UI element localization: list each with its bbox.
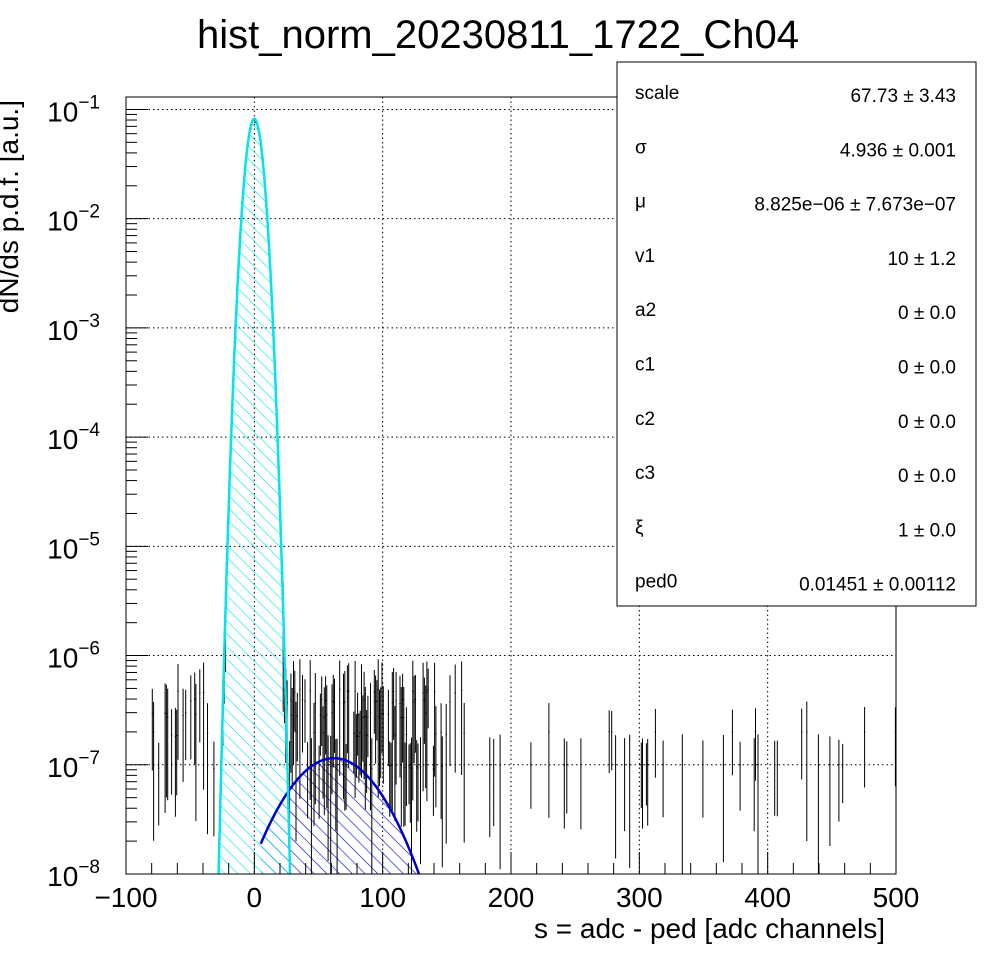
x-tick-label-0: −100	[94, 882, 157, 913]
pedestal-fit-fill	[215, 118, 293, 874]
y-tick-label-1: 10−7	[47, 748, 100, 783]
stats-param-name-1: σ	[635, 137, 647, 158]
stats-param-name-7: c3	[635, 463, 655, 484]
stats-param-name-6: c2	[635, 409, 655, 430]
stats-param-value-4: 0 ± 0.0	[898, 303, 956, 324]
fit-curves	[217, 117, 421, 874]
stats-param-name-2: μ	[635, 192, 646, 213]
signal-fit-curve	[259, 756, 421, 874]
stats-box-frame	[616, 61, 977, 607]
stats-param-name-4: a2	[635, 300, 656, 321]
stats-param-value-2: 8.825e−06 ± 7.673e−07	[754, 195, 956, 216]
x-tick-label-4: 300	[616, 882, 663, 913]
stats-rows: scale 67.73 ± 3.43 σ 4.936 ± 0.001 μ 8.825e−0…	[635, 83, 956, 596]
y-tick-label-4: 10−4	[47, 420, 100, 455]
x-axis-ticks: −100 0 100 200 300 400 500	[94, 852, 919, 913]
stats-param-value-9: 0.01451 ± 0.00112	[799, 575, 956, 596]
fit-fills	[215, 118, 434, 874]
y-tick-label-3: 10−5	[47, 529, 100, 564]
stats-box: scale 67.73 ± 3.43 σ 4.936 ± 0.001 μ 8.825e−0…	[616, 61, 977, 607]
stats-param-value-3: 10 ± 1.2	[887, 249, 956, 270]
stats-param-value-0: 67.73 ± 3.43	[850, 86, 956, 107]
stats-param-name-9: ped0	[635, 572, 677, 593]
x-axis-label: s = adc - ped [adc channels]	[534, 913, 885, 944]
signal-fit-fill	[260, 758, 434, 874]
stats-param-name-0: scale	[635, 83, 679, 104]
stats-param-value-1: 4.936 ± 0.001	[840, 140, 956, 161]
y-axis-label: dN/ds p.d.f. [a.u.]	[0, 100, 24, 313]
x-tick-label-1: 0	[247, 882, 263, 913]
stats-param-value-5: 0 ± 0.0	[898, 358, 956, 379]
y-tick-label-7: 10−1	[47, 92, 100, 127]
x-tick-label-6: 500	[873, 882, 920, 913]
stats-param-value-7: 0 ± 0.0	[898, 466, 956, 487]
y-tick-label-2: 10−6	[47, 639, 100, 674]
y-axis-ticks: 10−8 10−7 10−6 10−5 10−4 10−3 10−2 10−1	[47, 92, 148, 892]
stats-param-value-6: 0 ± 0.0	[898, 412, 956, 433]
x-tick-label-3: 200	[488, 882, 535, 913]
pedestal-fit-curve	[217, 117, 292, 874]
stats-param-value-8: 1 ± 0.0	[898, 520, 956, 541]
stats-param-name-5: c1	[635, 355, 655, 376]
stats-param-name-3: v1	[635, 246, 655, 267]
y-tick-label-0: 10−8	[47, 857, 100, 892]
y-tick-label-5: 10−3	[47, 311, 100, 346]
x-tick-label-2: 100	[359, 882, 406, 913]
x-tick-label-5: 400	[744, 882, 791, 913]
chart-title: hist_norm_20230811_1722_Ch04	[197, 13, 799, 57]
y-tick-label-6: 10−2	[47, 202, 100, 237]
stats-param-name-8: ξ	[635, 517, 644, 538]
